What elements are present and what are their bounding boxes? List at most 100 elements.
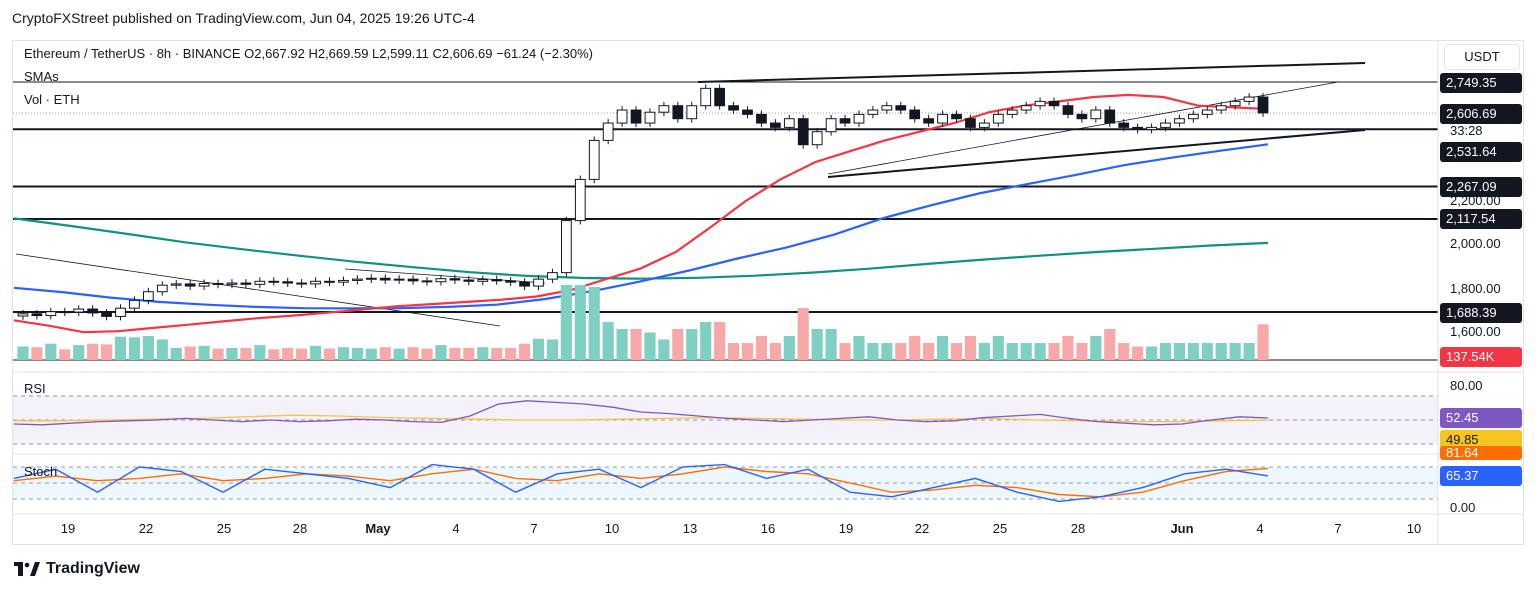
candle-body [1104,109,1116,124]
candle-body [393,278,405,281]
candle-body [1132,126,1144,131]
candle-body [170,283,182,286]
candle-body [1257,96,1269,114]
volume-bar [825,329,837,360]
volume-bar [282,347,294,360]
volume-bar [560,285,572,360]
x-tick-label: 28 [292,521,308,536]
volume-bar [491,347,503,360]
x-tick-label: 10 [604,521,620,536]
candle-body [1215,105,1227,111]
volume-bar [1076,343,1088,360]
volume-legend[interactable]: Vol · ETH [24,92,80,107]
candle-body [909,109,921,120]
volume-bar [881,343,893,360]
candle-body [351,278,363,281]
candle-body [1090,109,1102,120]
volume-bar [87,343,99,360]
volume-bar [602,322,614,360]
stoch-d-chip: 81.64 [1440,446,1522,460]
candle-body [365,277,377,280]
candle-body [254,280,266,285]
volume-bar [741,343,754,360]
x-tick-label: 19 [60,521,76,536]
x-tick-label: 25 [992,521,1008,536]
volume-bar [156,339,168,360]
last-price-chip: 2,606.69 [1440,104,1522,124]
candle-body [1062,105,1074,115]
candle-body [672,105,684,120]
volume-bar [1173,343,1186,360]
candle-body [1048,100,1060,107]
volume-bar [309,345,322,360]
stoch-legend[interactable]: Stoch [24,464,58,479]
candle-body [965,118,976,128]
candle-body [1160,122,1171,128]
volume-bar [198,345,210,360]
candle-body [31,313,43,317]
symbol-legend[interactable]: Ethereum / TetherUS · 8h · BINANCE O2,66… [24,46,593,61]
x-tick-label: 10 [1406,521,1422,536]
chart-frame[interactable] [12,40,1524,545]
volume-bar [268,349,280,360]
volume-bar [365,348,377,360]
currency-button[interactable]: USDT [1444,44,1520,70]
tradingview-logo-icon [14,562,40,576]
volume-bar [1034,343,1046,360]
level-chip: 1,688.39 [1440,303,1522,323]
volume-bar [1020,343,1032,360]
candle-body [184,283,196,287]
smas-legend[interactable]: SMAs [24,69,59,84]
volume-bar [811,329,823,360]
candle-body [547,272,558,280]
candle-body [87,308,99,314]
candle-body [658,105,670,113]
volume-bar [421,348,433,360]
candle-body [1243,96,1255,102]
volume-bar [686,329,698,360]
publisher-header: CryptoFXStreet published on TradingView.… [12,10,475,26]
y-tick-label: 2,000.00 [1450,236,1501,251]
volume-bar [114,336,127,360]
candle-body [602,122,614,141]
candle-body [519,281,530,287]
volume-bar [1201,343,1213,360]
footer-brand[interactable]: TradingView [14,560,140,578]
volume-bar [1215,343,1227,360]
volume-bar [212,348,224,360]
candle-body [407,278,419,282]
volume-bar [337,347,350,360]
candle-body [212,282,224,285]
candle-body [937,113,948,124]
candle-body [463,279,475,282]
candle-body [421,280,433,283]
stoch-k-chip: 65.37 [1440,466,1522,486]
volume-bar [992,336,1004,360]
rsi-line [13,400,1269,426]
volume-bar [1118,343,1130,360]
candle-body [951,113,962,120]
volume-bar [170,347,182,360]
x-tick-label: 4 [452,521,460,536]
footer-brand-label: TradingView [46,560,140,577]
candle-body [129,299,140,309]
volume-bar [1006,343,1018,360]
volume-bar [964,336,977,360]
rsi-legend[interactable]: RSI [24,381,46,396]
volume-bar [518,343,531,360]
level-chip: 2,267.09 [1440,177,1522,197]
candle-body [1187,113,1199,120]
candle-body [324,280,335,283]
volume-bar [1090,336,1102,360]
volume-bar [351,347,363,360]
candle-body [797,118,809,146]
candle-body [630,109,642,124]
candle-body [923,118,935,124]
rsi-upper-tick: 80.00 [1450,378,1483,393]
candle-body [449,278,461,281]
candle-body [1076,113,1088,120]
candle-body [728,105,739,111]
volume-bar [658,339,670,360]
candle-body [268,280,280,283]
